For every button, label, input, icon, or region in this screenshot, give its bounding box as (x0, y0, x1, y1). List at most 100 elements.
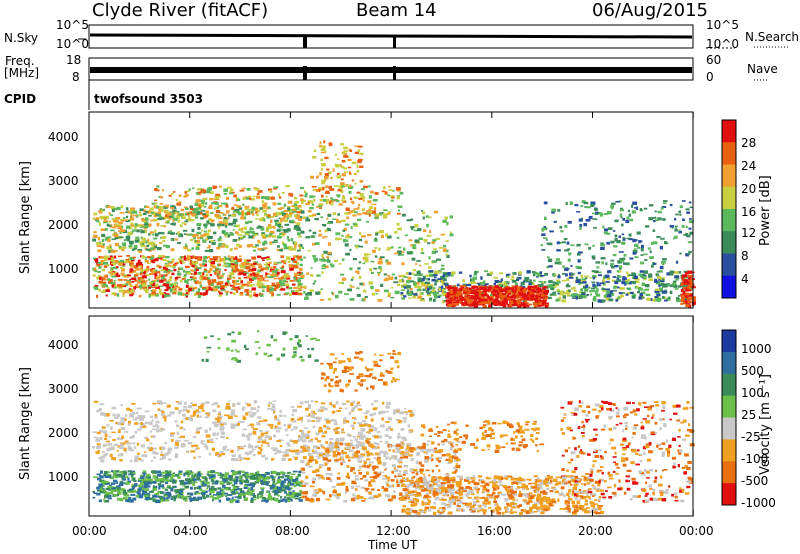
power-return (543, 226, 547, 228)
velocity-return (292, 470, 298, 473)
power-return (284, 214, 288, 218)
power-cbar-tick: 16 (741, 205, 757, 219)
power-return (93, 212, 98, 216)
power-return (682, 218, 685, 221)
velocity-return (118, 454, 121, 457)
power-return (660, 207, 664, 210)
power-return (151, 268, 156, 270)
power-return (583, 201, 589, 205)
velocity-return (276, 449, 282, 454)
power-return (578, 282, 581, 285)
power-return (611, 266, 615, 269)
power-return (144, 286, 148, 289)
velocity-return (252, 483, 255, 487)
power-return (543, 201, 548, 205)
power-return (409, 288, 413, 291)
power-return (296, 271, 302, 274)
power-return (659, 245, 663, 250)
power-return (528, 303, 532, 306)
velocity-return (144, 498, 147, 500)
power-return (274, 214, 278, 217)
power-return (279, 233, 284, 235)
power-return (287, 207, 291, 211)
power-return (279, 196, 282, 199)
power-return (506, 273, 511, 276)
power-return (687, 289, 691, 292)
power-return (231, 265, 236, 268)
velocity-return (224, 472, 229, 476)
power-return (524, 296, 530, 300)
power-return (588, 215, 593, 220)
power-return (113, 207, 118, 211)
velocity-return (137, 493, 142, 497)
power-return (401, 262, 405, 266)
power-return (579, 226, 582, 230)
x-tick: 00:00 (679, 524, 714, 538)
velocity-cbar-tick: 25 (741, 408, 757, 422)
power-return (206, 190, 211, 194)
velocity-return (388, 425, 391, 430)
power-return (445, 240, 449, 242)
power-return (210, 240, 215, 242)
power-return (111, 249, 116, 254)
velocity-return (390, 428, 394, 431)
power-return (184, 246, 188, 250)
power-return (534, 304, 540, 307)
power-return (106, 263, 110, 267)
power-return (197, 258, 202, 261)
power-return (314, 218, 318, 220)
site-title: Clyde River (fitACF) (92, 0, 269, 21)
velocity-return (257, 441, 261, 443)
power-return (212, 265, 217, 269)
power-return (322, 257, 325, 259)
power-return (685, 288, 688, 292)
velocity-return (336, 448, 340, 451)
power-return (229, 248, 233, 251)
power-return (113, 250, 118, 252)
velocity-return (92, 446, 95, 449)
power-return (411, 244, 417, 247)
velocity-return (96, 486, 100, 490)
power-return (197, 226, 201, 230)
power-return (318, 205, 322, 208)
power-return (441, 281, 445, 286)
power-return (466, 284, 472, 287)
power-return (227, 186, 232, 189)
power-return (254, 233, 258, 236)
velocity-return (282, 498, 286, 502)
power-return (258, 286, 262, 288)
power-return (120, 205, 124, 209)
velocity-return (215, 496, 220, 500)
power-return (209, 191, 214, 194)
power-return (503, 297, 507, 301)
power-return (338, 281, 343, 285)
power-return (484, 270, 489, 273)
power-return (197, 203, 203, 206)
power-return (210, 264, 214, 267)
power-return (610, 204, 614, 209)
power-return (95, 241, 100, 245)
velocity-return (266, 484, 269, 486)
velocity-return (144, 488, 150, 492)
velocity-return (114, 474, 119, 479)
power-return (420, 252, 425, 255)
velocity-return (295, 476, 299, 480)
power-return (186, 256, 191, 260)
power-return (248, 275, 253, 278)
power-return (99, 256, 105, 259)
power-return (262, 209, 267, 213)
velocity-return (117, 485, 120, 488)
power-return (290, 280, 295, 282)
power-return (249, 227, 252, 230)
power-return (644, 225, 650, 228)
power-return (501, 294, 506, 298)
power-return (173, 283, 177, 287)
power-return (169, 276, 173, 279)
power-return (448, 298, 451, 301)
power-return (598, 274, 602, 277)
power-return (678, 230, 682, 234)
power-return (509, 298, 515, 301)
power-return (367, 234, 372, 237)
power-return (182, 294, 188, 296)
power-return (269, 216, 274, 218)
